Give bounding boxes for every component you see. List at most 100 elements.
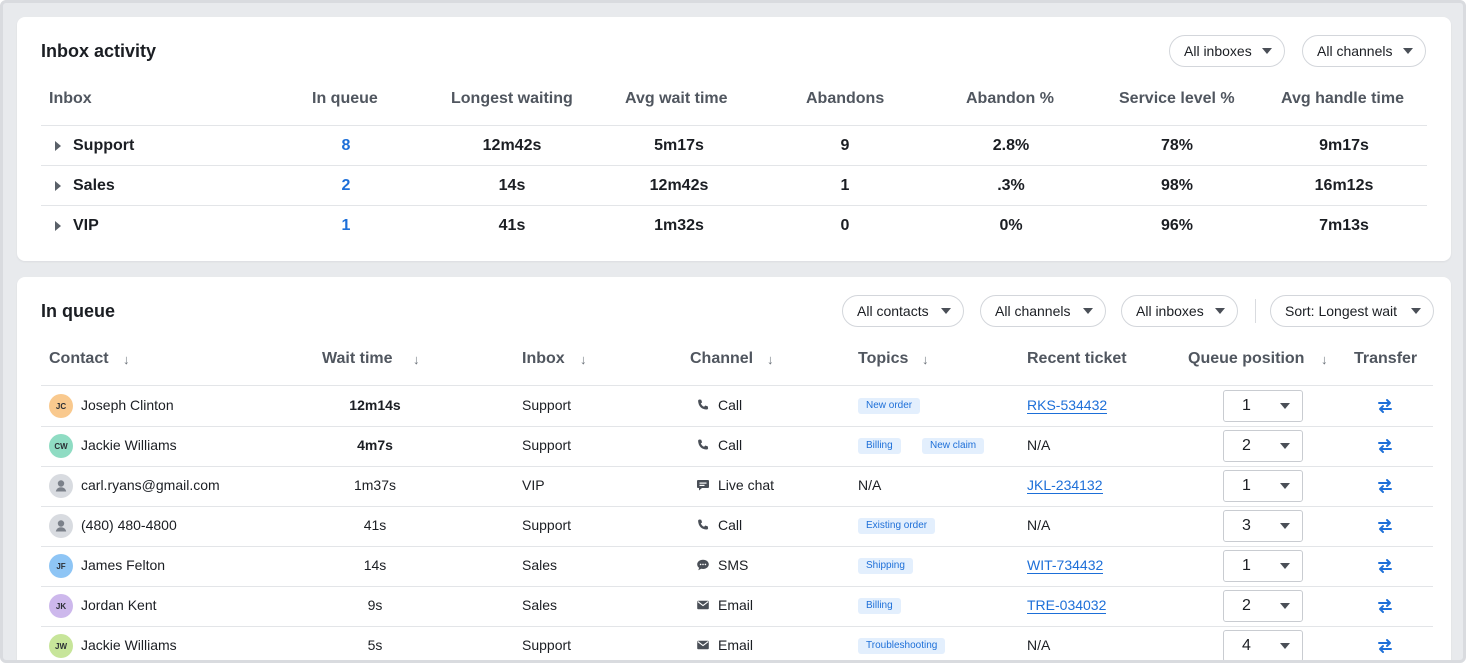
avg-wait: 5m17s bbox=[654, 137, 704, 154]
sort-arrow-icon[interactable]: ↓ bbox=[580, 352, 587, 367]
recent-ticket-link[interactable]: JKL-234132 bbox=[1027, 477, 1103, 494]
recent-ticket-link[interactable]: RKS-534432 bbox=[1027, 397, 1108, 414]
queue-position-select[interactable]: 1 bbox=[1223, 470, 1303, 502]
caret-down-icon bbox=[1280, 523, 1290, 529]
sort-arrow-icon[interactable]: ↓ bbox=[123, 352, 130, 367]
sort-dropdown[interactable]: Sort: Longest wait bbox=[1270, 295, 1434, 327]
transfer-icon[interactable] bbox=[1376, 597, 1394, 615]
filter-channels-dropdown[interactable]: All channels bbox=[980, 295, 1106, 327]
caret-down-icon bbox=[1403, 48, 1413, 54]
sms-icon bbox=[696, 558, 710, 572]
row-divider bbox=[41, 586, 1433, 587]
in-queue-count[interactable]: 2 bbox=[341, 177, 351, 194]
col-header-inbox[interactable]: Inbox bbox=[49, 90, 92, 107]
row-divider bbox=[41, 506, 1433, 507]
col-header-abandon-pct[interactable]: Abandon % bbox=[966, 90, 1054, 107]
abandons: 9 bbox=[840, 137, 850, 154]
queue-position-select[interactable]: 2 bbox=[1223, 590, 1303, 622]
email-icon bbox=[696, 598, 710, 612]
avg-handle: 16m12s bbox=[1314, 177, 1374, 194]
longest-waiting: 12m42s bbox=[482, 137, 542, 154]
contact-name[interactable]: Joseph Clinton bbox=[81, 397, 174, 413]
queue-position-select[interactable]: 3 bbox=[1223, 510, 1303, 542]
queue-position-select[interactable]: 4 bbox=[1223, 630, 1303, 660]
avatar-person-icon bbox=[49, 474, 73, 498]
contact-name[interactable]: (480) 480-4800 bbox=[81, 517, 177, 533]
col-header-queue-position[interactable]: Queue position bbox=[1188, 350, 1305, 367]
sort-arrow-icon[interactable]: ↓ bbox=[767, 352, 774, 367]
inbox-activity-title: Inbox activity bbox=[41, 41, 157, 61]
wait-time: 4m7s bbox=[357, 437, 393, 453]
col-header-abandons[interactable]: Abandons bbox=[806, 90, 885, 107]
col-header-longest-waiting[interactable]: Longest waiting bbox=[451, 90, 573, 107]
header-divider bbox=[41, 125, 1427, 126]
queue-position-value: 1 bbox=[1242, 477, 1251, 494]
transfer-icon[interactable] bbox=[1376, 477, 1394, 495]
filter-inboxes-dropdown[interactable]: All inboxes bbox=[1121, 295, 1238, 327]
col-header-recent-ticket[interactable]: Recent ticket bbox=[1027, 350, 1127, 367]
col-header-avg-handle[interactable]: Avg handle time bbox=[1281, 90, 1404, 107]
contact-name[interactable]: James Felton bbox=[81, 557, 166, 573]
recent-ticket-link[interactable]: TRE-034032 bbox=[1027, 597, 1107, 614]
queue-position-value: 1 bbox=[1242, 557, 1251, 574]
col-header-avg-wait[interactable]: Avg wait time bbox=[625, 90, 728, 107]
caret-down-icon bbox=[1280, 643, 1290, 649]
caret-down-icon bbox=[1280, 483, 1290, 489]
col-header-wait-time[interactable]: Wait time bbox=[322, 350, 393, 367]
col-header-inbox[interactable]: Inbox bbox=[522, 350, 565, 367]
abandons: 1 bbox=[840, 177, 850, 194]
queue-position-select[interactable]: 1 bbox=[1223, 390, 1303, 422]
transfer-icon[interactable] bbox=[1376, 637, 1394, 655]
inbox-name: Sales bbox=[73, 177, 115, 194]
topics-empty: N/A bbox=[858, 477, 882, 493]
avatar: CW bbox=[49, 434, 73, 458]
service-level: 98% bbox=[1160, 177, 1194, 194]
wait-time: 12m14s bbox=[349, 397, 401, 413]
abandon-pct: .3% bbox=[997, 177, 1025, 194]
col-header-topics[interactable]: Topics bbox=[858, 350, 909, 367]
expand-caret-icon[interactable] bbox=[55, 141, 61, 151]
row-divider bbox=[41, 205, 1427, 206]
contact-name[interactable]: Jackie Williams bbox=[81, 437, 177, 453]
queue-position-select[interactable]: 2 bbox=[1223, 430, 1303, 462]
contact-name[interactable]: Jordan Kent bbox=[81, 597, 157, 613]
transfer-icon[interactable] bbox=[1376, 517, 1394, 535]
transfer-icon[interactable] bbox=[1376, 437, 1394, 455]
transfer-icon[interactable] bbox=[1376, 397, 1394, 415]
queue-position-value: 3 bbox=[1242, 517, 1251, 534]
col-header-service-level[interactable]: Service level % bbox=[1119, 90, 1235, 107]
col-header-transfer[interactable]: Transfer bbox=[1354, 350, 1418, 367]
filter-contacts-dropdown[interactable]: All contacts bbox=[842, 295, 964, 327]
channel-name: Call bbox=[718, 397, 743, 413]
expand-caret-icon[interactable] bbox=[55, 181, 61, 191]
filter-label: All channels bbox=[995, 303, 1071, 319]
transfer-icon[interactable] bbox=[1376, 557, 1394, 575]
header-divider bbox=[41, 385, 1433, 386]
sort-arrow-icon[interactable]: ↓ bbox=[1321, 352, 1328, 367]
channel-name: Live chat bbox=[718, 477, 775, 493]
filter-label: All channels bbox=[1317, 43, 1393, 59]
topic-tag: Shipping bbox=[858, 558, 913, 574]
row-divider bbox=[41, 165, 1427, 166]
col-header-in-queue[interactable]: In queue bbox=[312, 90, 378, 107]
queue-position-select[interactable]: 1 bbox=[1223, 550, 1303, 582]
phone-icon bbox=[696, 398, 710, 412]
caret-down-icon bbox=[1083, 308, 1093, 314]
contact-name[interactable]: Jackie Williams bbox=[81, 637, 177, 653]
avg-wait: 12m42s bbox=[649, 177, 709, 194]
col-header-channel[interactable]: Channel bbox=[690, 350, 754, 367]
in-queue-count[interactable]: 8 bbox=[341, 137, 351, 154]
filter-separator bbox=[1255, 299, 1256, 323]
filter-inboxes-dropdown[interactable]: All inboxes bbox=[1169, 35, 1285, 67]
sort-arrow-icon[interactable]: ↓ bbox=[413, 352, 420, 367]
contact-name[interactable]: carl.ryans@gmail.com bbox=[81, 477, 220, 493]
col-header-contact[interactable]: Contact bbox=[49, 350, 109, 367]
filter-channels-dropdown[interactable]: All channels bbox=[1302, 35, 1426, 67]
in-queue-count[interactable]: 1 bbox=[341, 217, 351, 234]
expand-caret-icon[interactable] bbox=[55, 221, 61, 231]
caret-down-icon bbox=[1411, 308, 1421, 314]
recent-ticket-link[interactable]: WIT-734432 bbox=[1027, 557, 1104, 574]
in-queue-card: In queue All contacts All channels All i… bbox=[17, 277, 1451, 660]
sort-arrow-icon[interactable]: ↓ bbox=[922, 352, 929, 367]
topic-tag: Billing bbox=[858, 598, 901, 614]
